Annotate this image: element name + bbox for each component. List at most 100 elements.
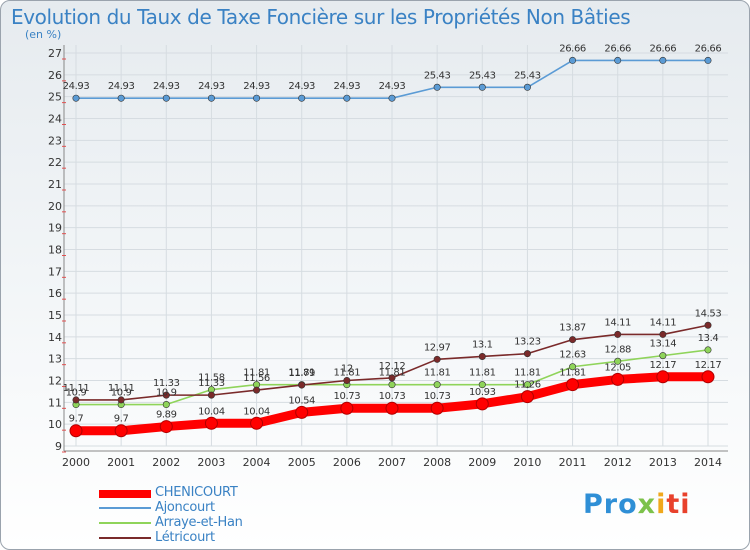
data-point xyxy=(614,56,622,64)
data-label: 11.81 xyxy=(243,368,270,379)
data-point xyxy=(569,56,577,64)
data-label: 11.81 xyxy=(469,368,496,379)
data-point xyxy=(433,83,441,91)
y-tick-label: 10 xyxy=(48,418,62,431)
data-point xyxy=(478,352,486,360)
data-point xyxy=(340,401,354,415)
x-tick-label: 2005 xyxy=(288,456,316,469)
data-point xyxy=(72,396,80,404)
x-tick-label: 2013 xyxy=(649,456,677,469)
data-label: 11.33 xyxy=(198,378,225,389)
y-tick-label: 19 xyxy=(48,222,62,235)
x-tick-label: 2007 xyxy=(378,456,406,469)
data-point xyxy=(520,390,534,404)
data-point xyxy=(343,94,351,102)
data-label: 26.66 xyxy=(604,43,631,54)
y-tick-label: 15 xyxy=(48,309,62,322)
legend-label-arraye: Arraye-et-Han xyxy=(155,515,243,530)
data-label: 26.66 xyxy=(650,43,677,54)
data-label: 10.73 xyxy=(334,391,361,402)
data-point xyxy=(614,330,622,338)
data-point xyxy=(478,381,486,389)
data-point xyxy=(433,381,441,389)
data-label: 14.53 xyxy=(695,308,722,319)
x-tick-label: 2000 xyxy=(62,456,90,469)
legend-swatch-arraye xyxy=(99,522,151,524)
data-label: 11.11 xyxy=(63,383,90,394)
data-label: 10.54 xyxy=(288,395,315,406)
data-point xyxy=(388,374,396,382)
data-label: 12.12 xyxy=(379,361,406,372)
data-point xyxy=(162,94,170,102)
data-label: 11.81 xyxy=(424,368,451,379)
data-point xyxy=(704,321,712,329)
data-label: 12.97 xyxy=(424,342,451,353)
data-label: 11.56 xyxy=(243,373,270,384)
data-label: 10.04 xyxy=(243,406,270,417)
data-point xyxy=(523,381,531,389)
legend-swatch-ajoncourt xyxy=(99,507,151,509)
data-label: 24.93 xyxy=(243,81,270,92)
data-label: 13.14 xyxy=(650,339,677,350)
data-label: 25.43 xyxy=(514,70,541,81)
chart-subtitle: (en %) xyxy=(25,28,62,41)
x-tick-label: 2008 xyxy=(423,456,451,469)
data-label: 12.63 xyxy=(559,350,586,361)
data-label: 14.11 xyxy=(650,317,677,328)
y-tick-label: 20 xyxy=(48,200,62,213)
data-point xyxy=(659,330,667,338)
data-label: 24.93 xyxy=(153,81,180,92)
y-tick-label: 9 xyxy=(55,440,62,453)
data-point xyxy=(611,372,625,386)
data-label: 9.89 xyxy=(156,410,177,421)
data-label: 12 xyxy=(341,364,353,375)
y-tick-label: 11 xyxy=(48,396,62,409)
data-label: 11.81 xyxy=(559,368,586,379)
data-label: 11.81 xyxy=(288,368,315,379)
legend-label-letricourt: Létricourt xyxy=(155,530,215,545)
x-tick-label: 2006 xyxy=(333,456,361,469)
data-label: 12.88 xyxy=(604,344,631,355)
legend-swatch-letricourt xyxy=(99,537,151,539)
data-point xyxy=(207,94,215,102)
y-tick-label: 12 xyxy=(48,375,62,388)
data-label: 13.23 xyxy=(514,337,541,348)
data-point xyxy=(250,416,264,430)
data-point xyxy=(159,420,173,434)
data-label: 24.93 xyxy=(63,81,90,92)
data-point xyxy=(701,370,715,384)
data-point xyxy=(523,350,531,358)
data-label: 9.7 xyxy=(69,414,84,425)
legend-swatch-chenicourt xyxy=(99,490,151,498)
data-point xyxy=(385,401,399,415)
x-tick-label: 2001 xyxy=(107,456,135,469)
y-tick-label: 23 xyxy=(48,134,62,147)
chart-title: Evolution du Taux de Taxe Foncière sur l… xyxy=(11,5,631,29)
data-label: 11.81 xyxy=(379,368,406,379)
data-point xyxy=(614,357,622,365)
data-point xyxy=(388,94,396,102)
data-label: 11.26 xyxy=(514,380,541,391)
data-point xyxy=(117,396,125,404)
data-label: 10.9 xyxy=(156,388,177,399)
data-label: 13.1 xyxy=(472,339,493,350)
data-label: 12.05 xyxy=(604,362,631,373)
y-tick-label: 21 xyxy=(48,178,62,191)
data-label: 26.66 xyxy=(559,43,586,54)
data-point xyxy=(704,56,712,64)
data-label: 12.17 xyxy=(650,360,677,371)
data-point xyxy=(478,83,486,91)
y-tick-label: 22 xyxy=(48,156,62,169)
data-label: 11.11 xyxy=(108,383,135,394)
data-point xyxy=(475,397,489,411)
data-label: 14.11 xyxy=(604,317,631,328)
data-label: 10.04 xyxy=(198,406,225,417)
data-point xyxy=(569,363,577,371)
x-tick-label: 2009 xyxy=(468,456,496,469)
data-label: 26.66 xyxy=(695,43,722,54)
data-point xyxy=(656,370,670,384)
data-label: 13.4 xyxy=(698,333,719,344)
data-label: 10.73 xyxy=(424,391,451,402)
data-label: 24.93 xyxy=(198,81,225,92)
y-tick-label: 25 xyxy=(48,91,62,104)
